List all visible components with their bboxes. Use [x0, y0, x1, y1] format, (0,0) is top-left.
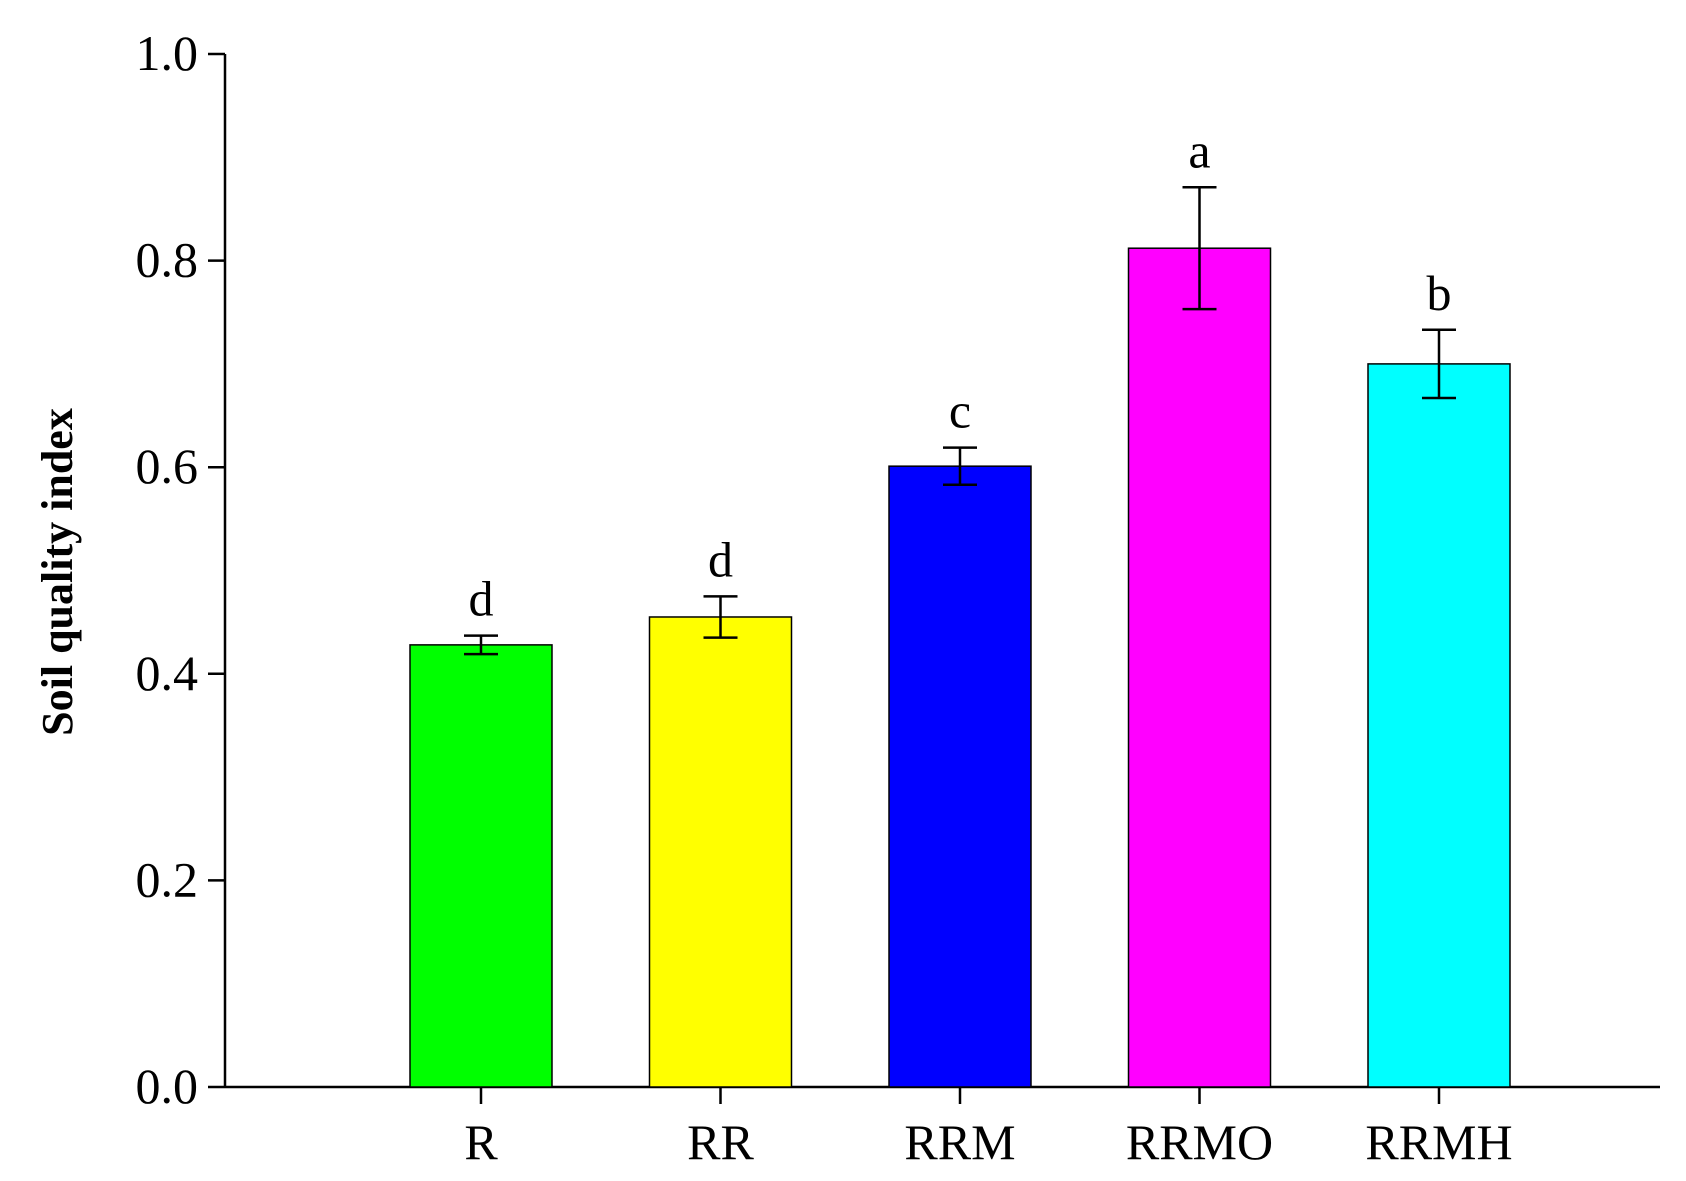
- x-category-label: R: [464, 1114, 498, 1170]
- error-bars: [464, 186, 1456, 656]
- bar-r: [409, 644, 553, 1088]
- bar-rrmh: [1367, 363, 1511, 1088]
- labels: d Rd RR c RRM a RRMO b RRMH: [464, 122, 1512, 1170]
- significance-label: b: [1427, 265, 1452, 321]
- y-tick-label: 0.4: [136, 645, 199, 701]
- x-category-label: RR: [687, 1114, 754, 1170]
- y-tick-label: 0.6: [136, 438, 199, 494]
- bar-rrmo: [1127, 247, 1272, 1088]
- y-tick-label: 1.0: [136, 25, 199, 81]
- significance-label: a: [1188, 122, 1210, 178]
- x-category-label: RRM: [904, 1114, 1015, 1170]
- y-tick-label: 0.8: [136, 232, 199, 288]
- y-axis-title: Soil quality index: [33, 408, 82, 736]
- x-category-label: RRMH: [1365, 1114, 1512, 1170]
- y-tick-label: 0.2: [136, 851, 199, 907]
- axes: 0.0 0.2 0.4 0.6 0.8 1.0: [136, 25, 1660, 1114]
- x-category-label: RRMO: [1126, 1114, 1273, 1170]
- significance-label: c: [949, 383, 971, 439]
- significance-label: d: [708, 531, 733, 587]
- bar-rr: [648, 616, 793, 1088]
- significance-label: d: [469, 571, 494, 627]
- y-tick-label: 0.0: [136, 1058, 199, 1114]
- bar-rrm: [888, 465, 1032, 1088]
- bars: [409, 247, 1511, 1088]
